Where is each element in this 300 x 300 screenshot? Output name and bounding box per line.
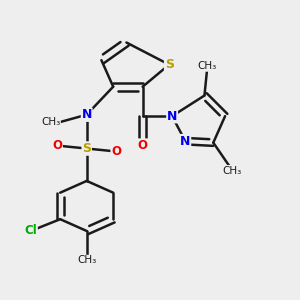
Text: CH₃: CH₃ (41, 117, 60, 127)
Text: N: N (167, 110, 177, 123)
Text: O: O (111, 145, 121, 158)
Text: S: S (165, 58, 174, 71)
Text: N: N (180, 135, 190, 148)
Text: CH₃: CH₃ (77, 255, 96, 266)
Text: O: O (138, 139, 148, 152)
Text: CH₃: CH₃ (198, 61, 217, 71)
Text: CH₃: CH₃ (223, 166, 242, 176)
Text: Cl: Cl (24, 224, 37, 238)
Text: N: N (82, 108, 92, 121)
Text: S: S (82, 142, 91, 155)
Text: O: O (52, 139, 62, 152)
